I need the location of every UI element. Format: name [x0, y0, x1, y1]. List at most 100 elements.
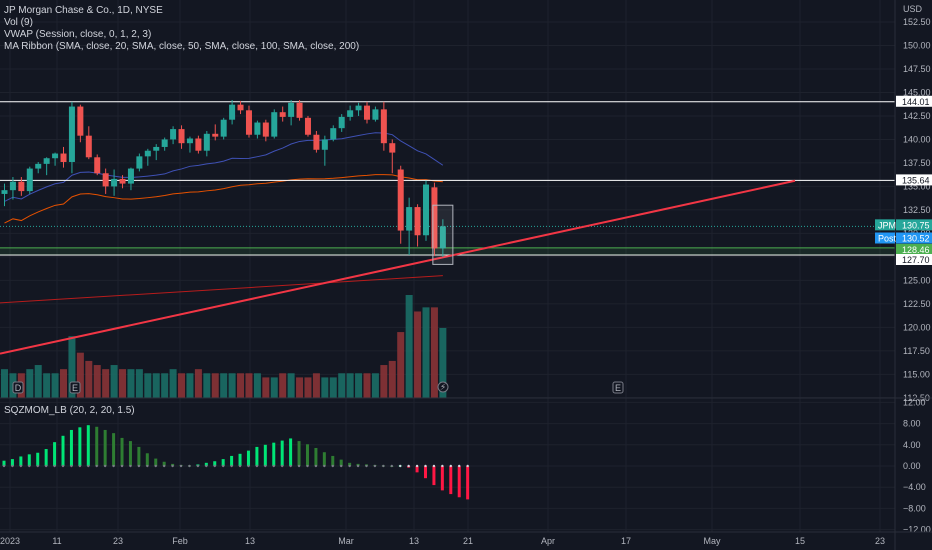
date-tick-label: Mar — [338, 536, 354, 546]
volume-bar — [68, 336, 76, 398]
volume-bar — [245, 373, 253, 398]
sqz-dot — [103, 464, 107, 468]
sqz-dot — [61, 464, 65, 468]
event-markers[interactable]: D E E ⚡ — [12, 381, 624, 394]
sqz-tick-label: 4.00 — [903, 440, 921, 450]
sqz-histogram-bar — [86, 425, 90, 466]
date-tick-label: 11 — [52, 536, 61, 546]
sqz-dot — [432, 464, 436, 468]
candle-body — [296, 102, 303, 118]
sqz-histogram-bar — [103, 429, 107, 466]
sqz-dot — [53, 464, 56, 468]
legend-ma-ribbon: MA Ribbon (SMA, close, 20, SMA, close, 5… — [4, 41, 360, 52]
candle-body — [35, 163, 42, 169]
volume-bar — [397, 332, 405, 398]
sqz-dot — [70, 464, 73, 468]
sqz-dot — [78, 464, 82, 468]
sqz-dot — [112, 464, 115, 468]
sqz-dot — [154, 464, 157, 468]
sqz-dot — [297, 464, 301, 468]
flash-marker-circle — [437, 381, 449, 393]
candle-body — [254, 122, 261, 135]
legend-squeeze-momentum: SQZMOM_LB (20, 2, 20, 1.5) — [4, 405, 135, 416]
sqz-dot — [415, 464, 419, 468]
volume-bar — [270, 377, 278, 398]
price-tag-label-bg — [875, 232, 895, 244]
candle-body — [111, 178, 118, 187]
sqz-dot — [289, 464, 292, 468]
candle-body — [18, 181, 25, 192]
volume-bar — [371, 373, 379, 398]
sqz-dot — [188, 464, 191, 468]
earnings-marker-upcoming-box — [612, 381, 624, 394]
price-tag-label: JPM — [878, 220, 896, 230]
sqz-dot — [390, 464, 393, 468]
sqz-histogram-bar — [246, 450, 250, 466]
candle-body — [389, 143, 396, 153]
candle-body — [397, 169, 404, 231]
trendline[interactable] — [0, 179, 796, 355]
price-tag-label: Post — [878, 234, 897, 244]
date-tick-label: Apr — [541, 536, 555, 546]
sqz-histogram-bar — [424, 466, 427, 479]
sqz-histogram-bar — [2, 460, 6, 466]
sqz-histogram-bar — [221, 459, 225, 466]
candle-body — [119, 178, 126, 184]
candle-body — [245, 110, 252, 135]
volume-bar — [93, 365, 101, 398]
volume-bar — [76, 352, 84, 398]
volume-bar — [439, 327, 447, 398]
sqz-histogram-bar — [204, 462, 208, 466]
volume-bar — [178, 373, 186, 398]
sqz-histogram-bar — [69, 429, 73, 466]
sqz-histogram-bar — [44, 449, 48, 466]
candle-body — [262, 122, 269, 137]
sqz-dot — [306, 464, 309, 468]
candles — [1, 99, 454, 265]
sqz-tick-label: 12.00 — [903, 397, 926, 407]
candle-body — [136, 156, 143, 169]
volume-bar — [405, 295, 413, 398]
currency-label: USD — [903, 4, 923, 14]
sqz-dot — [213, 464, 216, 468]
sqz-dot — [44, 464, 48, 468]
candle-body — [178, 129, 185, 144]
sqz-tick-label: −4.00 — [903, 482, 926, 492]
candle-body — [161, 139, 168, 147]
sma-200-line — [0, 275, 443, 304]
sqz-dot — [264, 464, 267, 468]
horizontal-levels[interactable] — [0, 101, 895, 256]
candle-body — [423, 184, 429, 236]
date-tick-label: 13 — [245, 536, 255, 546]
candle-body — [94, 157, 101, 174]
candle-body — [380, 109, 387, 144]
candle-body — [68, 106, 75, 162]
sqz-histogram-bar — [339, 459, 343, 466]
price-tag-bg — [896, 95, 932, 107]
sma-20-line — [4, 132, 444, 202]
volume-bar — [1, 369, 8, 398]
candle-body — [347, 110, 354, 117]
volume-bar — [110, 365, 118, 398]
price-tag-bg — [896, 232, 932, 244]
flash-icon: ⚡ — [440, 382, 446, 392]
candle-body — [60, 153, 67, 162]
price-tag-value: 144.01 — [902, 97, 930, 107]
sqz-histogram-bar — [36, 452, 40, 466]
volume-bar — [321, 377, 329, 398]
volume-bar — [312, 373, 320, 398]
sqz-histogram-bar — [466, 466, 470, 500]
volume-bar — [414, 311, 422, 398]
sqz-histogram-bar — [348, 462, 352, 466]
sqz-dot — [407, 464, 410, 468]
sqz-histogram-bar — [280, 440, 284, 466]
candle-body — [321, 139, 328, 150]
candle-body — [288, 102, 295, 117]
volume-bar — [102, 369, 110, 398]
sqz-histogram-bar — [440, 466, 444, 491]
price-tick-label: 117.50 — [903, 346, 930, 356]
sqz-histogram-bar — [213, 461, 217, 466]
